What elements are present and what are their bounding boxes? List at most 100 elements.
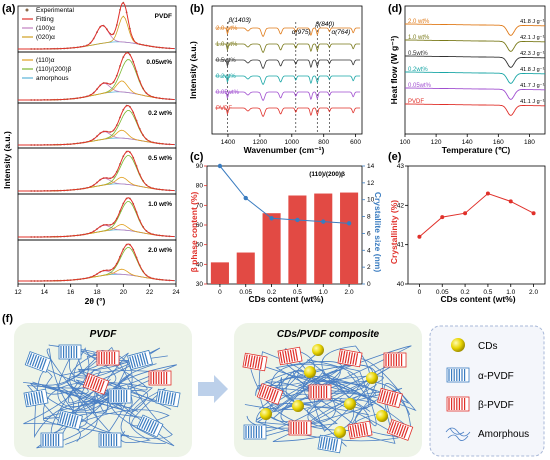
beta-crystal-r9-stripe — [403, 426, 409, 439]
composite-chains — [242, 344, 417, 454]
alpha-crystal-6-stripe — [145, 419, 152, 432]
cryst-frame — [407, 165, 546, 285]
alpha-crystal-6-stripe — [143, 418, 150, 431]
crystallite-point-5 — [346, 221, 352, 226]
beta-crystal-r9-stripe — [401, 425, 407, 438]
dsc-xtick-label: 180 — [524, 139, 535, 146]
panel-label-b: (b) — [190, 3, 204, 15]
beta-crystal-1-stripe — [92, 377, 98, 390]
beta-crystal-r8-stripe — [349, 425, 353, 438]
beta-crystal-1-stripe — [97, 379, 103, 392]
cd-particle-7 — [312, 344, 324, 356]
alpha-crystal-0 — [24, 351, 52, 373]
ftir-series-0 — [215, 27, 361, 37]
alpha-crystal-4 — [57, 409, 83, 431]
bar-ytick-label: 60 — [196, 222, 204, 229]
beta-crystal-r1-stripe — [284, 350, 288, 363]
panel-a-ylabel: Intensity (a.u.) — [2, 131, 12, 189]
panel-label-a: (a) — [2, 3, 16, 15]
alpha-crystal-0-body — [24, 351, 52, 373]
alpha-crystal-0-stripe — [34, 355, 40, 368]
xrd-sample-label: PVDF — [155, 13, 172, 20]
xrd-xtick-label: 12 — [14, 289, 22, 296]
beta-crystal-r6-stripe — [391, 393, 396, 405]
beta-crystal-r2-stripe — [347, 351, 351, 364]
beta-crystal-r2-stripe — [344, 351, 348, 364]
beta-crystal-r1 — [277, 346, 303, 366]
bar-1.0 — [314, 193, 333, 284]
bar-0 — [210, 262, 229, 284]
panel-e-xlabel: CDs content (wt%) — [440, 294, 515, 304]
ftir-series-1 — [215, 43, 361, 53]
alpha-crystal-3-stripe — [33, 392, 37, 405]
dsc-series-2 — [405, 55, 545, 68]
cryst-line — [419, 192, 534, 238]
bar-xtick-label: 0 — [218, 289, 222, 296]
xrd-sample-label: 2.0 wt% — [148, 247, 172, 254]
cryst-xtick-label: 1.0 — [506, 289, 515, 296]
alpha-crystal-0-stripe — [41, 358, 47, 371]
alpha-crystal-0-stripe — [31, 354, 38, 367]
alpha-crystal-5-body — [98, 432, 122, 448]
beta-crystal-r8-stripe — [354, 424, 358, 437]
alpha-crystal-r1-stripe — [334, 439, 339, 452]
alpha-crystal-2-stripe — [129, 356, 134, 369]
beta-crystal-r4 — [256, 383, 284, 405]
alpha-crystal-4-stripe — [61, 412, 66, 425]
panel-e-ylabel: Crystallinity (%) — [389, 200, 399, 264]
beta-crystal-r7 — [288, 420, 312, 436]
beta-crystal-1 — [82, 373, 110, 395]
cryst-xtick-label: 0 — [418, 289, 422, 296]
alpha-crystal-5 — [98, 432, 122, 448]
dsc-enthalpy-label: 41.7 J g⁻¹ — [520, 83, 544, 89]
cd-particle-5 — [334, 426, 346, 438]
dsc-xtick-label: 120 — [431, 139, 442, 146]
xrd-component-peak — [44, 110, 163, 146]
beta-pvdf-icon — [446, 396, 470, 412]
amorphous-chain — [259, 358, 398, 432]
schematic-legend — [445, 338, 471, 441]
crystallite-point-4 — [321, 219, 326, 224]
ftir-series-label: 1.0 wt% — [216, 42, 238, 48]
xrd-xtick-label: 24 — [172, 289, 180, 296]
amorphous-chain — [55, 346, 173, 445]
dsc-series-label: 0.2wt% — [408, 67, 428, 73]
panel-c-xlabel: CDs content (wt%) — [248, 294, 323, 304]
alpha-crystal-8 — [108, 388, 132, 404]
beta-crystal-r8-stripe — [357, 424, 361, 437]
beta-crystal-r4-stripe — [273, 390, 279, 403]
xrd-amorphous-curve — [18, 91, 177, 101]
legend-box — [429, 325, 545, 457]
xrd-amorphous-curve — [18, 183, 177, 192]
alpha-crystal-6-stripe — [138, 416, 145, 428]
alpha-crystal-r1-stripe — [327, 437, 331, 450]
alpha-crystal-9 — [40, 432, 64, 448]
alpha-crystal-2-stripe — [144, 352, 149, 365]
cryst-point-5 — [531, 211, 536, 216]
xrd-fit-curve — [18, 52, 175, 101]
beta-crystal-r4-stripe — [266, 387, 272, 400]
amorphous-chain — [41, 387, 170, 443]
beta-crystal-r0-stripe — [249, 355, 253, 368]
beta-crystal-1-body — [82, 373, 110, 395]
alpha-pvdf-icon-body — [446, 367, 470, 383]
legend-cds: CDs — [478, 341, 497, 352]
beta-crystal-r3-body — [383, 352, 407, 368]
panel-f-schematic: PVDF CDs/PVDF composite CDs α-PVDF β-PVD… — [14, 323, 545, 457]
dsc-series-label: 0.05wt% — [408, 83, 432, 89]
alpha-crystal-7-stripe — [157, 390, 161, 403]
cd-particle-2 — [344, 398, 356, 410]
dsc-enthalpy-label: 41.8 J g⁻¹ — [520, 67, 544, 73]
alpha-crystal-3 — [23, 388, 49, 408]
bar-ytick-label: 50 — [196, 242, 204, 249]
beta-crystal-r4-stripe — [258, 385, 265, 397]
cd-particle-4 — [260, 408, 272, 420]
bar-ytick-label: 90 — [196, 163, 204, 170]
alpha-crystal-6-stripe — [150, 421, 157, 434]
cd-particle-0 — [304, 366, 316, 378]
dsc-series-label: PVDF — [408, 99, 424, 105]
beta-crystal-r5 — [308, 384, 332, 400]
alpha-crystal-0-stripe — [36, 356, 42, 369]
xrd-amorphous-curve — [18, 41, 177, 50]
xrd-fit-curve — [18, 150, 175, 192]
